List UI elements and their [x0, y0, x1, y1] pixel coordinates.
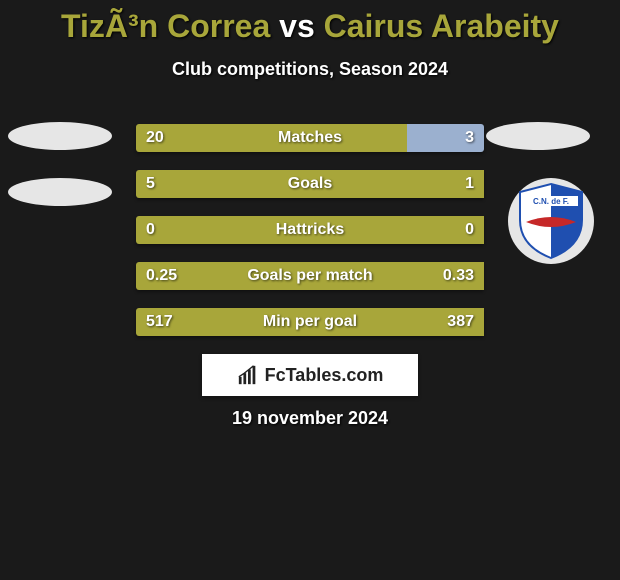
stat-left-value: 20 [146, 124, 164, 152]
stat-bars: Matches20 3 Goals5 1 Hattricks0 0 Goals per ma… [136, 124, 484, 354]
left-avatar-placeholders [8, 122, 128, 234]
stat-left-value: 517 [146, 308, 173, 336]
stat-label: Matches [136, 124, 484, 152]
stat-right-value: 0 [465, 216, 474, 244]
stat-right-value: 1 [465, 170, 474, 198]
subtitle: Club competitions, Season 2024 [0, 59, 620, 80]
stat-right-value: 0.33 [443, 262, 474, 290]
stat-label: Goals per match [136, 262, 484, 290]
avatar-placeholder-ellipse [8, 122, 112, 150]
club-badge: C.N. de F. [508, 178, 594, 264]
chart-icon [237, 364, 259, 386]
stat-bar: Goals5 1 [136, 170, 484, 198]
stat-bar: Hattricks0 0 [136, 216, 484, 244]
shield-icon: C.N. de F. [516, 182, 586, 260]
stat-left-value: 0 [146, 216, 155, 244]
stat-label: Min per goal [136, 308, 484, 336]
stat-left-value: 0.25 [146, 262, 177, 290]
stat-bar: Min per goal517 387 [136, 308, 484, 336]
stat-label: Hattricks [136, 216, 484, 244]
avatar-placeholder-ellipse [8, 178, 112, 206]
vs-label: vs [279, 8, 315, 44]
stat-right-value: 387 [447, 308, 474, 336]
date-label: 19 november 2024 [0, 408, 620, 429]
stat-right-value: 3 [465, 124, 474, 152]
brand-text: FcTables.com [265, 365, 384, 386]
right-avatar-placeholder-ellipse [486, 122, 590, 150]
brand-box: FcTables.com [202, 354, 418, 396]
player1-name: TizÃ³n Correa [61, 8, 270, 44]
stat-label: Goals [136, 170, 484, 198]
stat-bar: Matches20 3 [136, 124, 484, 152]
player2-name: Cairus Arabeity [324, 8, 559, 44]
stat-bar: Goals per match0.25 0.33 [136, 262, 484, 290]
comparison-title: TizÃ³n Correa vs Cairus Arabeity [0, 0, 620, 45]
stat-left-value: 5 [146, 170, 155, 198]
badge-text: C.N. de F. [533, 197, 569, 206]
